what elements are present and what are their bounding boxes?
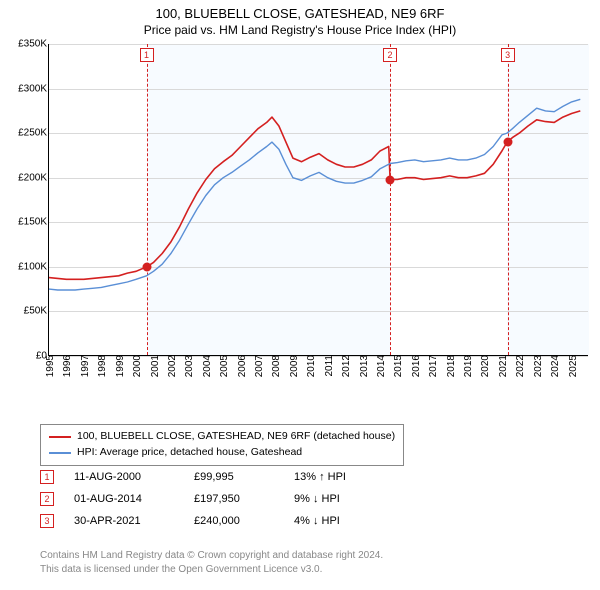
- y-tick-label: £250K: [18, 128, 49, 139]
- transactions-table: 1 11-AUG-2000£99,99513% ↑ HPI 2 01-AUG-2014…: [40, 466, 394, 532]
- x-tick-label: 2010: [306, 355, 317, 377]
- plot-area: £0£50K£100K£150K£200K£250K£300K£350K1995…: [48, 44, 588, 356]
- chart-area: £0£50K£100K£150K£200K£250K£300K£350K1995…: [8, 44, 592, 414]
- chart-container: { "title": "100, BLUEBELL CLOSE, GATESHE…: [0, 0, 600, 590]
- legend-item: 100, BLUEBELL CLOSE, GATESHEAD, NE9 6RF …: [49, 429, 395, 445]
- transaction-date: 01-AUG-2014: [74, 493, 194, 505]
- x-tick-label: 2025: [568, 355, 579, 377]
- transaction-delta: 4% ↓ HPI: [294, 515, 394, 527]
- x-tick-label: 2004: [202, 355, 213, 377]
- transaction-row: 2 01-AUG-2014£197,9509% ↓ HPI: [40, 488, 394, 510]
- x-tick-label: 2022: [515, 355, 526, 377]
- x-tick-label: 2016: [411, 355, 422, 377]
- x-tick-label: 2013: [359, 355, 370, 377]
- x-tick-label: 2014: [376, 355, 387, 377]
- transaction-row: 1 11-AUG-2000£99,99513% ↑ HPI: [40, 466, 394, 488]
- legend-item: HPI: Average price, detached house, Gate…: [49, 445, 395, 461]
- x-tick-label: 2019: [463, 355, 474, 377]
- y-tick-label: £100K: [18, 261, 49, 272]
- x-tick-label: 2017: [428, 355, 439, 377]
- transaction-date: 30-APR-2021: [74, 515, 194, 527]
- x-tick-label: 1997: [80, 355, 91, 377]
- x-tick-label: 2018: [446, 355, 457, 377]
- chart-title: 100, BLUEBELL CLOSE, GATESHEAD, NE9 6RF: [0, 0, 600, 21]
- transaction-marker: 3: [40, 514, 54, 528]
- chart-subtitle: Price paid vs. HM Land Registry's House …: [0, 21, 600, 41]
- x-tick-label: 1995: [45, 355, 56, 377]
- y-tick-label: £150K: [18, 217, 49, 228]
- y-tick-label: £350K: [18, 39, 49, 50]
- x-tick-label: 2000: [132, 355, 143, 377]
- footer-line-1: Contains HM Land Registry data © Crown c…: [40, 549, 383, 563]
- x-tick-label: 2024: [550, 355, 561, 377]
- transaction-price: £240,000: [194, 515, 294, 527]
- x-tick-label: 2001: [150, 355, 161, 377]
- legend-swatch: [49, 452, 71, 454]
- transaction-price: £99,995: [194, 471, 294, 483]
- x-tick-label: 1999: [115, 355, 126, 377]
- x-tick-label: 2023: [533, 355, 544, 377]
- series-hpi: [49, 99, 580, 290]
- transaction-marker: 1: [40, 470, 54, 484]
- transaction-marker: 2: [40, 492, 54, 506]
- x-tick-label: 2009: [289, 355, 300, 377]
- y-tick-label: £200K: [18, 172, 49, 183]
- transaction-delta: 9% ↓ HPI: [294, 493, 394, 505]
- legend-swatch: [49, 436, 71, 438]
- x-tick-label: 2021: [498, 355, 509, 377]
- series-svg: [49, 44, 589, 356]
- x-tick-label: 2002: [167, 355, 178, 377]
- x-tick-label: 2012: [341, 355, 352, 377]
- footer-attribution: Contains HM Land Registry data © Crown c…: [40, 549, 383, 576]
- y-tick-label: £300K: [18, 83, 49, 94]
- transaction-row: 3 30-APR-2021£240,0004% ↓ HPI: [40, 510, 394, 532]
- legend: 100, BLUEBELL CLOSE, GATESHEAD, NE9 6RF …: [40, 424, 404, 466]
- footer-line-2: This data is licensed under the Open Gov…: [40, 563, 383, 577]
- x-tick-label: 2005: [219, 355, 230, 377]
- x-tick-label: 2006: [237, 355, 248, 377]
- x-tick-label: 1996: [62, 355, 73, 377]
- transaction-date: 11-AUG-2000: [74, 471, 194, 483]
- x-tick-label: 2015: [393, 355, 404, 377]
- transaction-price: £197,950: [194, 493, 294, 505]
- x-tick-label: 1998: [97, 355, 108, 377]
- x-tick-label: 2003: [184, 355, 195, 377]
- x-tick-label: 2008: [271, 355, 282, 377]
- x-tick-label: 2020: [480, 355, 491, 377]
- x-tick-label: 2007: [254, 355, 265, 377]
- legend-label: 100, BLUEBELL CLOSE, GATESHEAD, NE9 6RF …: [77, 429, 395, 445]
- transaction-delta: 13% ↑ HPI: [294, 471, 394, 483]
- legend-label: HPI: Average price, detached house, Gate…: [77, 445, 302, 461]
- y-tick-label: £50K: [24, 306, 49, 317]
- x-tick-label: 2011: [324, 355, 335, 377]
